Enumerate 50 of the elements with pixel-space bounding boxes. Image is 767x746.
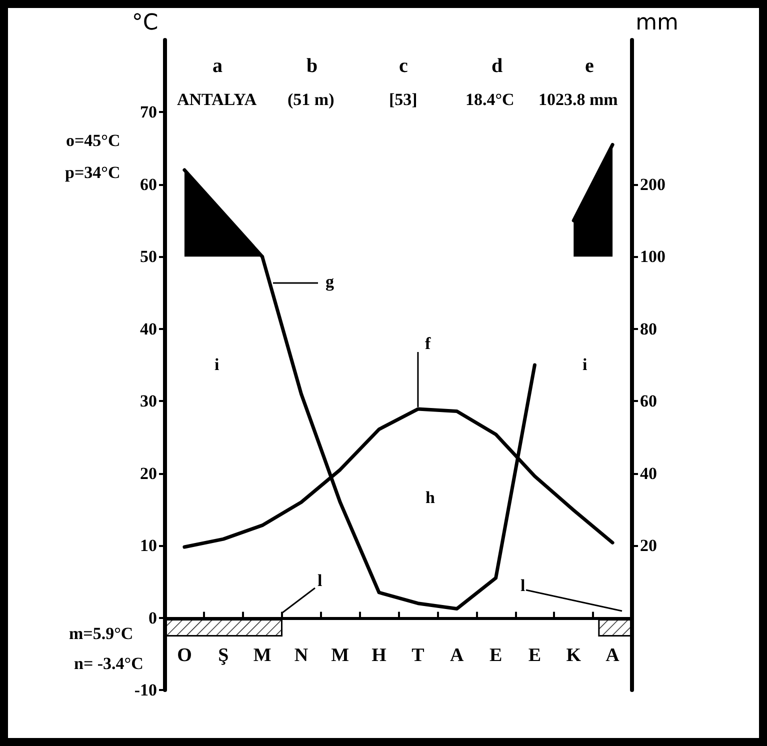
annotation: 1023.8 mm bbox=[538, 90, 618, 108]
x-tick-label: E bbox=[528, 645, 542, 666]
annotation: e bbox=[585, 54, 594, 76]
annotation: c bbox=[399, 54, 408, 76]
y-tick-label: 10 bbox=[140, 536, 157, 556]
y-tick-label: -10 bbox=[134, 680, 157, 700]
text: n= -3.4°C bbox=[74, 654, 144, 672]
x-tick-label: O bbox=[177, 645, 192, 666]
y-tick-label: 40 bbox=[140, 319, 157, 338]
x-tick-label: T bbox=[412, 645, 425, 666]
y-axis-title: °C bbox=[132, 10, 158, 36]
annotation: d bbox=[492, 54, 503, 76]
annotation: l bbox=[318, 570, 322, 590]
y2-tick-label: 20 bbox=[640, 536, 657, 556]
text: p=34°C bbox=[65, 162, 120, 182]
text: m=5.9°C bbox=[69, 624, 134, 642]
y2-tick-label: 40 bbox=[640, 464, 657, 483]
x-tick-label: M bbox=[253, 645, 272, 666]
x-tick-label: H bbox=[372, 645, 387, 666]
y3-tick-label: 200 bbox=[640, 174, 666, 194]
x-tick-label: M bbox=[331, 645, 350, 666]
annotation: h bbox=[426, 488, 435, 506]
y3-tick-label: 100 bbox=[640, 247, 666, 266]
annotation: 18.4°C bbox=[466, 90, 514, 108]
y-tick-label: 0 bbox=[148, 608, 157, 628]
annotation: [53] bbox=[389, 90, 418, 108]
y2-tick-label: 60 bbox=[640, 392, 657, 411]
annotation: (51 m) bbox=[288, 90, 334, 108]
y-tick-label: 50 bbox=[140, 247, 157, 266]
annotation: ANTALYA bbox=[177, 90, 257, 108]
y-tick-label: 20 bbox=[140, 464, 157, 483]
y2-axis-title: mm bbox=[636, 10, 678, 36]
annotation: i bbox=[214, 354, 220, 374]
x-tick-label: E bbox=[489, 645, 502, 666]
annotation: i bbox=[582, 354, 588, 374]
text: o=45°C bbox=[66, 130, 120, 150]
y-tick-label: 70 bbox=[140, 102, 157, 122]
annotation: f bbox=[425, 334, 431, 352]
x-tick-label: K bbox=[566, 645, 582, 666]
y-tick-label: 60 bbox=[140, 174, 157, 194]
x-tick-label: A bbox=[606, 645, 620, 666]
y2-tick-label: 80 bbox=[640, 319, 657, 338]
annotation: l bbox=[520, 576, 526, 594]
x-tick-label: N bbox=[294, 645, 308, 666]
y-tick-label: 30 bbox=[140, 392, 157, 411]
annotation: g bbox=[326, 272, 334, 290]
x-tick-label: A bbox=[450, 645, 464, 666]
annotation: b bbox=[306, 54, 318, 76]
x-tick-label: Ş bbox=[218, 645, 229, 666]
annotation: a bbox=[212, 54, 222, 76]
